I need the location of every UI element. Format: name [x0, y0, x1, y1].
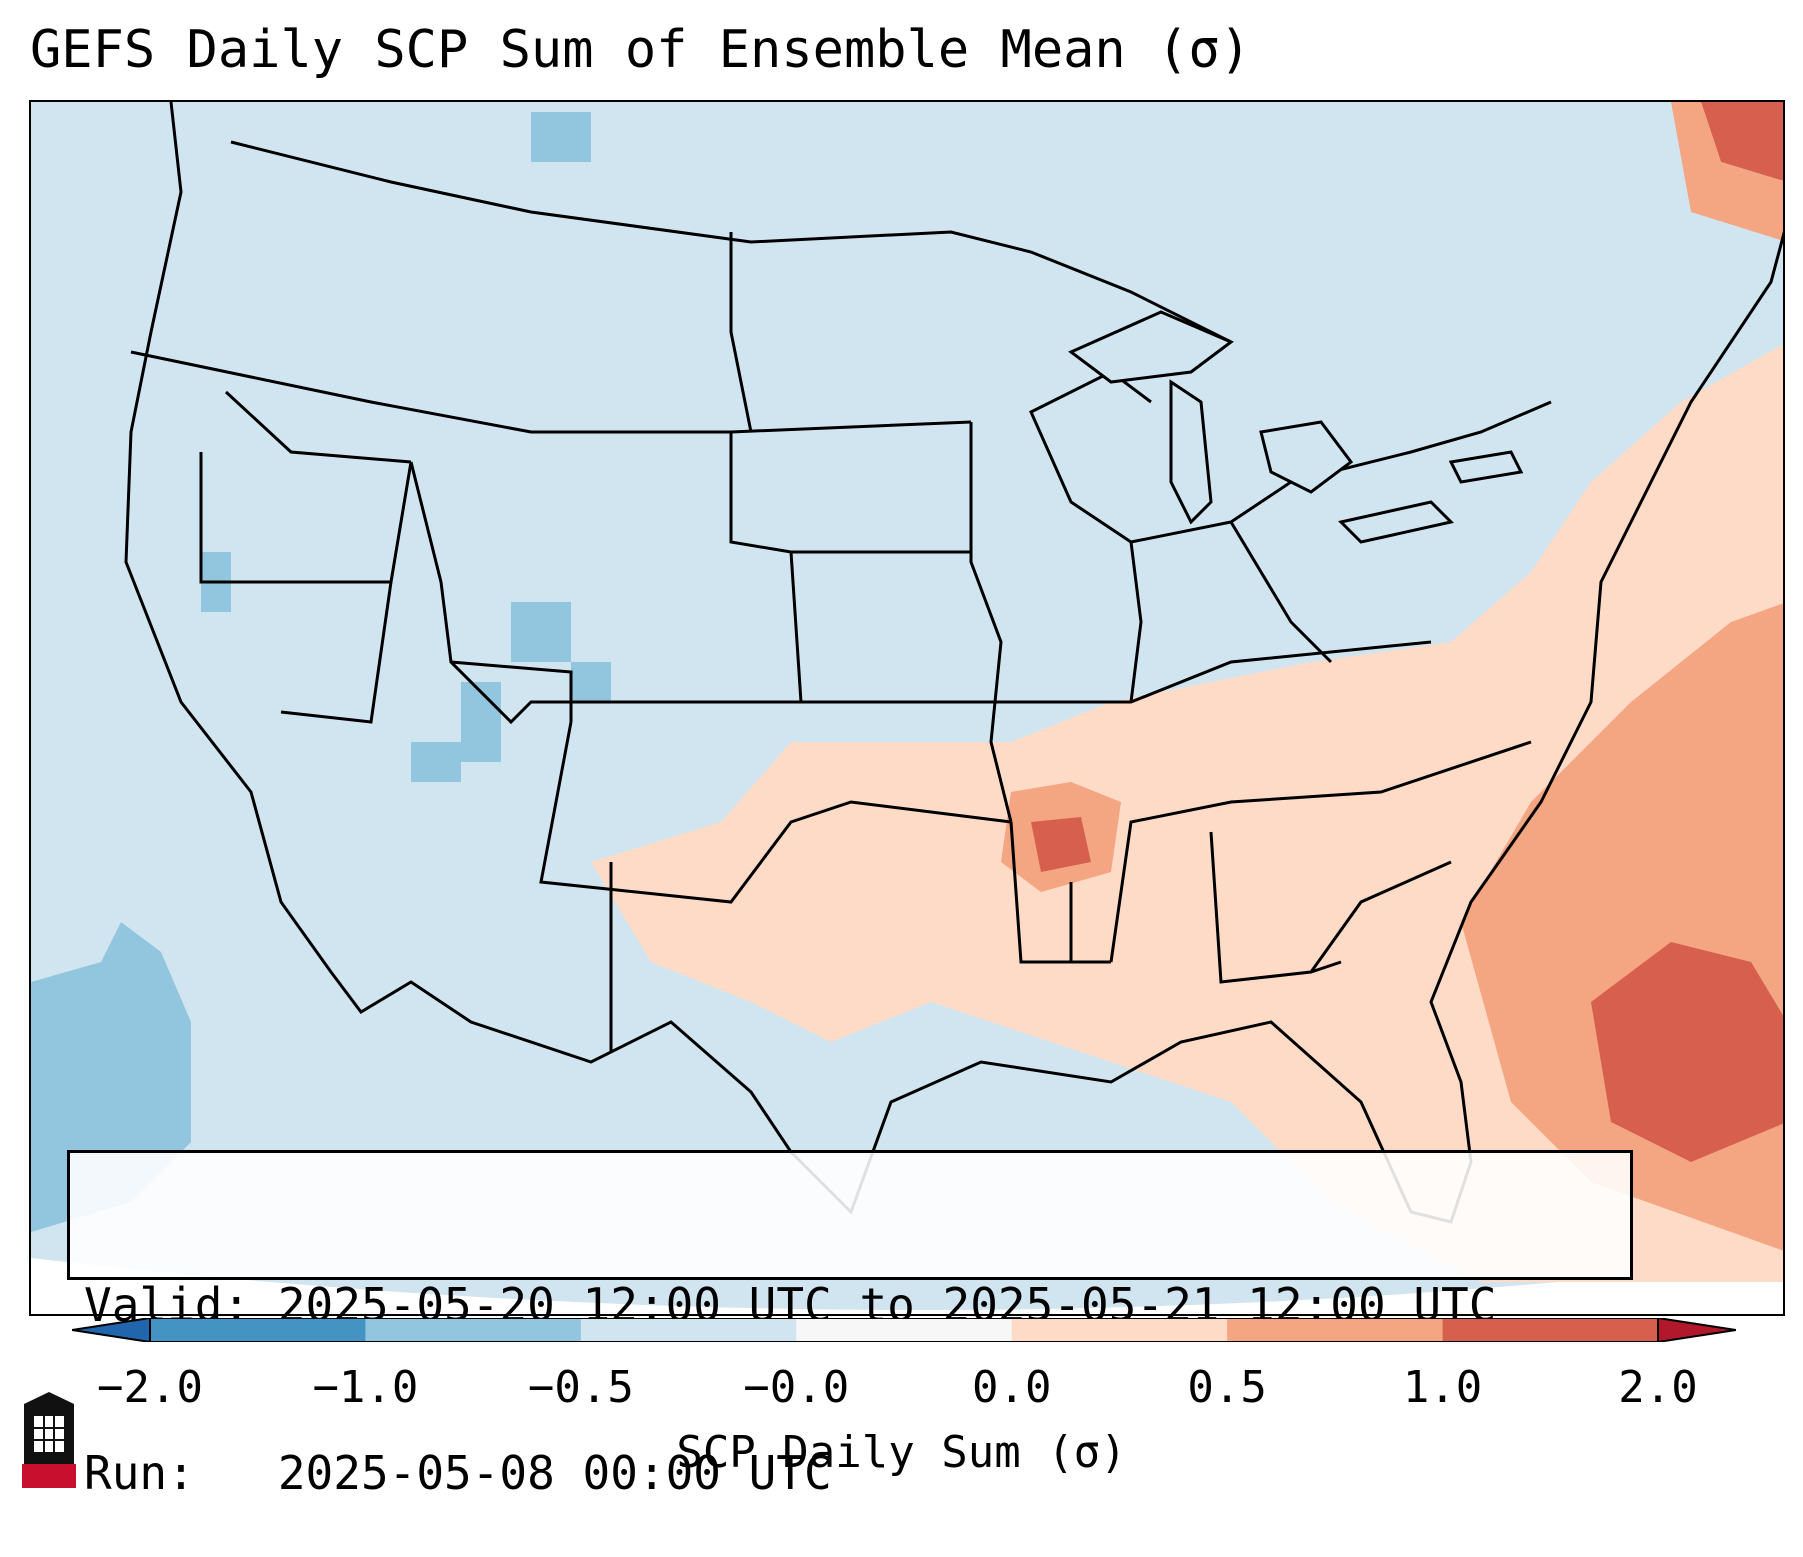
run-time-text: Run: 2025-05-08 00:00 UTC: [84, 1446, 832, 1500]
colorbar-tick-label: −0.5: [527, 1362, 634, 1413]
colorbar-segment: [1227, 1318, 1444, 1342]
colorbar-tick-label: −1.0: [312, 1362, 419, 1413]
colorbar-segment: [796, 1318, 1013, 1342]
colorbar-tick-label: −0.0: [743, 1362, 850, 1413]
great-lakes: [1068, 310, 1524, 544]
colorbar-tick-label: 0.0: [971, 1362, 1052, 1413]
colorbar-segment: [365, 1318, 582, 1342]
negative-anomaly-pixels: [201, 112, 611, 782]
colorbar-label: SCP Daily Sum (σ): [676, 1427, 1127, 1478]
niu-logo: [22, 1392, 76, 1488]
colorbar-tick-label: 1.0: [1402, 1362, 1483, 1413]
colorbar-tick-label: −2.0: [97, 1362, 203, 1413]
colorbar-segment: [1011, 1318, 1228, 1342]
colorbar: [72, 1318, 1736, 1342]
strong-anomaly-quebec: [1701, 102, 1783, 181]
positive-anomaly-area: [591, 344, 1783, 1282]
colorbar-segment: [580, 1318, 797, 1342]
colorbar-segment: [150, 1318, 366, 1342]
state-borders: [130, 140, 1552, 1052]
colorbar-segment: [1442, 1318, 1659, 1342]
strong-anomaly-atlantic: [1591, 942, 1783, 1162]
strong-anomaly-ozarks: [1031, 817, 1091, 872]
colorbar-tick-label: 2.0: [1618, 1362, 1698, 1413]
colorbar-tick-label: 0.5: [1187, 1362, 1267, 1413]
colorbar-segments: [150, 1318, 1659, 1342]
colorbar-under-arrow: [72, 1318, 151, 1342]
colorbar-border: [149, 1318, 1659, 1342]
moderate-anomaly-quebec: [1671, 102, 1783, 241]
valid-run-info-box: Valid: 2025-05-20 12:00 UTC to 2025-05-2…: [67, 1150, 1633, 1500]
colorbar-over-arrow: [1657, 1318, 1736, 1342]
conus-outline: [124, 102, 1783, 1224]
map-title: GEFS Daily SCP Sum of Ensemble Mean (σ): [30, 20, 1251, 80]
map-panel: [29, 100, 1785, 1316]
map-graphic: [31, 102, 1783, 1310]
